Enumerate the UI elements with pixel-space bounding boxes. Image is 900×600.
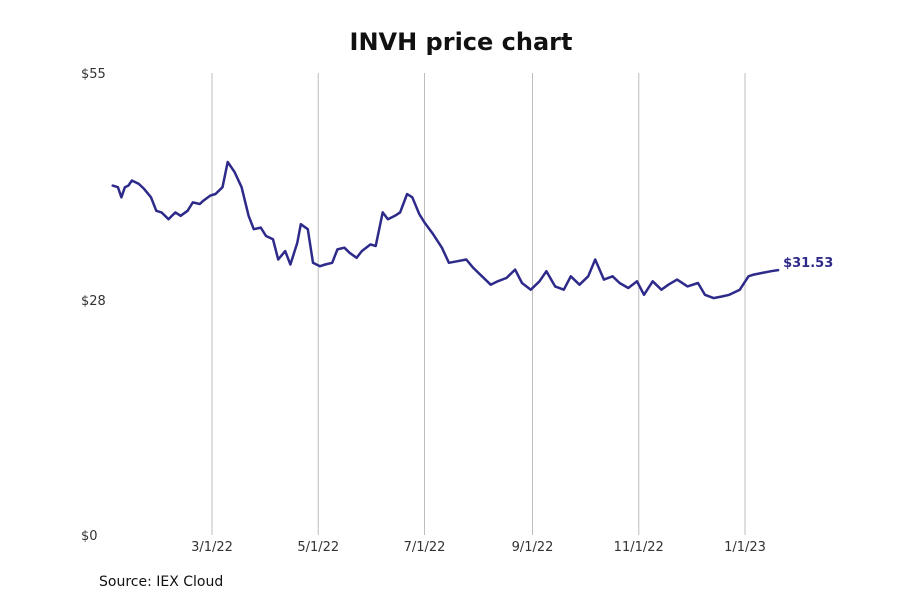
chart-title: INVH price chart (349, 28, 573, 56)
y-tick-label: $55 (81, 67, 106, 82)
x-tick-label: 3/1/22 (191, 540, 233, 555)
y-tick-label: $28 (81, 294, 106, 309)
x-tick-label: 5/1/22 (297, 540, 339, 555)
grid-lines (211, 73, 746, 535)
x-tick-label: 9/1/22 (512, 540, 554, 555)
price-line (111, 160, 780, 300)
x-tick-label: 1/1/23 (724, 540, 766, 555)
x-axis-labels: 3/1/22 5/1/22 7/1/22 9/1/22 11/1/22 1/1/23 (191, 540, 766, 555)
x-tick-label: 7/1/22 (404, 540, 446, 555)
last-price-label: $31.53 (783, 256, 833, 271)
y-axis-labels: $55 $28 $0 (81, 67, 106, 544)
source-note: Source: IEX Cloud (99, 574, 224, 590)
y-tick-label: $0 (81, 529, 98, 544)
x-tick-label: 11/1/22 (614, 540, 664, 555)
